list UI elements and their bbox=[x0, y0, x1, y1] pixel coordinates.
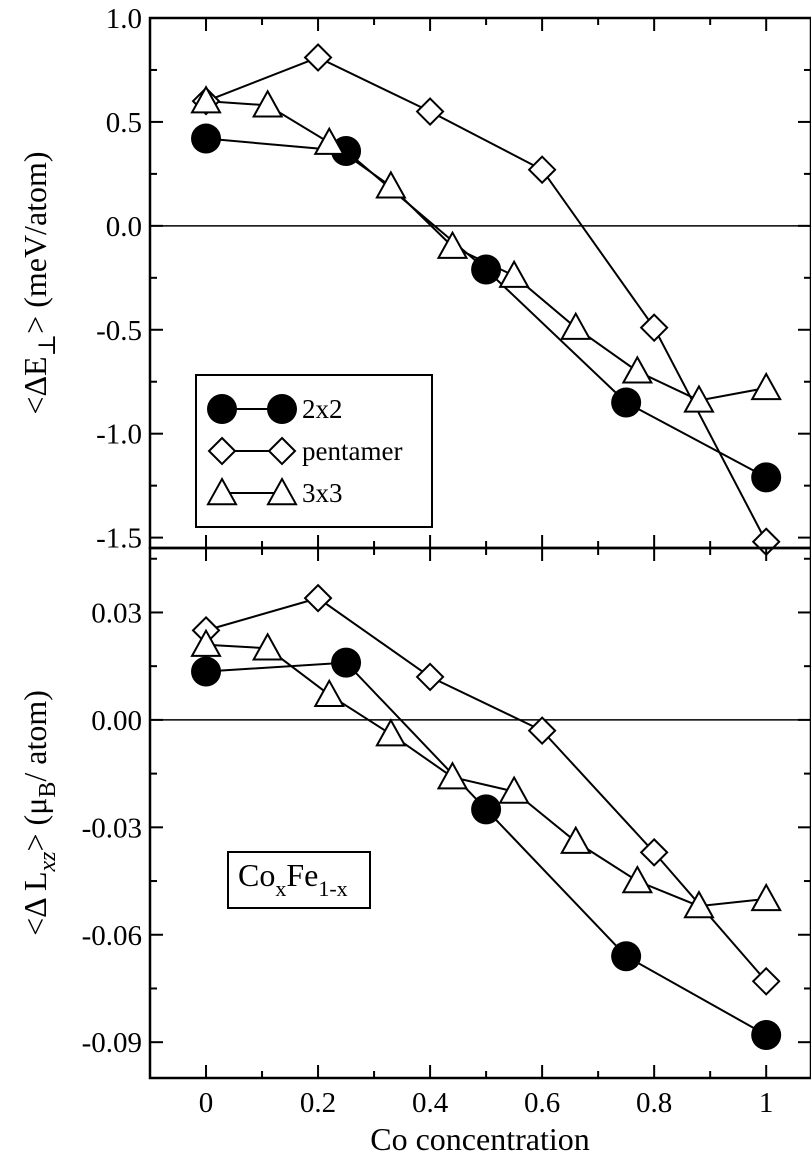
x-axis-title: Co concentration bbox=[370, 1121, 589, 1157]
x-tick-label: 1 bbox=[759, 1087, 774, 1119]
y-tick-label: 1.0 bbox=[106, 3, 142, 35]
plot-frame bbox=[148, 546, 811, 1080]
data-point-pentamer bbox=[415, 97, 445, 126]
legend-marker bbox=[206, 476, 238, 506]
y-tick-label: 0.0 bbox=[106, 211, 142, 243]
x-tick-label: 0.4 bbox=[412, 1087, 449, 1119]
data-point-pentamer bbox=[527, 716, 557, 746]
composition-box bbox=[227, 851, 371, 909]
data-point-3x3 bbox=[498, 259, 530, 288]
data-point-pentamer bbox=[303, 43, 333, 72]
data-point-pentamer bbox=[639, 313, 669, 343]
data-point-3x3 bbox=[313, 126, 345, 155]
composition-text: CoxFe1-x bbox=[238, 857, 348, 901]
data-point-3x3 bbox=[436, 230, 469, 259]
legend-label: pentamer bbox=[302, 436, 402, 466]
data-point-3x3 bbox=[190, 628, 222, 657]
bottom-panel: 0.03 0.00 -0.03 -0.06 -0.09 <Δ Lxz> (μB/ atom… bbox=[17, 546, 811, 1157]
legend-marker bbox=[266, 476, 298, 506]
data-point-3x3 bbox=[375, 718, 407, 747]
data-point-2x2 bbox=[191, 123, 222, 154]
data-point-2x2 bbox=[611, 387, 642, 418]
data-point-3x3 bbox=[436, 761, 469, 790]
y-tick-label: 0.03 bbox=[91, 597, 142, 629]
composition-label: CoxFe1-x bbox=[227, 851, 371, 909]
data-point-3x3 bbox=[750, 371, 782, 401]
legend-label: 3x3 bbox=[302, 478, 343, 508]
x-tick-label: 0.6 bbox=[524, 1087, 560, 1119]
series-line-2x2 bbox=[205, 661, 767, 1036]
y-tick-label: -0.03 bbox=[82, 812, 142, 844]
data-point-2x2 bbox=[191, 656, 222, 687]
data-point-3x3 bbox=[498, 775, 530, 804]
data-point-pentamer bbox=[415, 662, 445, 692]
data-point-2x2 bbox=[471, 794, 502, 825]
data-point-2x2 bbox=[471, 254, 502, 285]
data-point-3x3 bbox=[251, 89, 284, 118]
x-tick-label: 0 bbox=[199, 1087, 214, 1119]
legend-label: 2x2 bbox=[302, 394, 343, 424]
legend: 2x2 pentamer 3x3 bbox=[195, 374, 433, 528]
data-point-pentamer bbox=[527, 155, 557, 185]
data-point-3x3 bbox=[190, 85, 222, 114]
y-tick-label: -1.5 bbox=[96, 523, 142, 555]
data-point-2x2 bbox=[331, 647, 362, 678]
y-axis-title: <ΔE⊥> (meV/atom) bbox=[17, 151, 61, 414]
data-point-2x2 bbox=[611, 941, 642, 972]
y-tick-label: -0.06 bbox=[82, 920, 142, 952]
data-point-2x2 bbox=[751, 1020, 782, 1051]
data-point-pentamer bbox=[751, 966, 781, 996]
data-point-3x3 bbox=[251, 632, 284, 661]
series-line-pentamer bbox=[205, 56, 768, 543]
y-tick-label: -0.09 bbox=[82, 1027, 142, 1059]
legend-marker bbox=[207, 394, 237, 424]
y-tick-label: -0.5 bbox=[96, 315, 142, 347]
legend-marker bbox=[267, 394, 297, 424]
legend-marker bbox=[207, 436, 237, 466]
data-point-3x3 bbox=[683, 384, 715, 413]
y-tick-label: -1.0 bbox=[96, 419, 142, 451]
y-tick-label: 0.00 bbox=[91, 705, 142, 737]
x-tick-label: 0.2 bbox=[300, 1087, 336, 1119]
data-point-3x3 bbox=[750, 882, 782, 912]
series-line-pentamer bbox=[205, 597, 767, 982]
data-point-3x3 bbox=[621, 864, 654, 894]
data-point-3x3 bbox=[621, 355, 654, 384]
y-axis-title: <Δ Lxz> (μB/ atom) bbox=[17, 690, 61, 936]
top-panel: 1.0 0.5 0.0 -0.5 -1.0 -1.5 <ΔE⊥> (meV/atom) 2x2… bbox=[17, 3, 811, 557]
data-point-3x3 bbox=[313, 678, 345, 708]
data-point-3x3 bbox=[560, 825, 592, 854]
legend-marker bbox=[267, 436, 297, 466]
data-point-pentamer bbox=[639, 837, 669, 867]
y-tick-label: 0.5 bbox=[106, 107, 142, 139]
data-point-2x2 bbox=[751, 462, 782, 493]
x-tick-label: 0.8 bbox=[636, 1087, 672, 1119]
data-point-pentamer bbox=[303, 583, 333, 613]
data-point-3x3 bbox=[683, 890, 715, 919]
series-line-3x3 bbox=[205, 643, 767, 908]
data-point-3x3 bbox=[560, 311, 592, 340]
data-point-3x3 bbox=[375, 170, 407, 199]
